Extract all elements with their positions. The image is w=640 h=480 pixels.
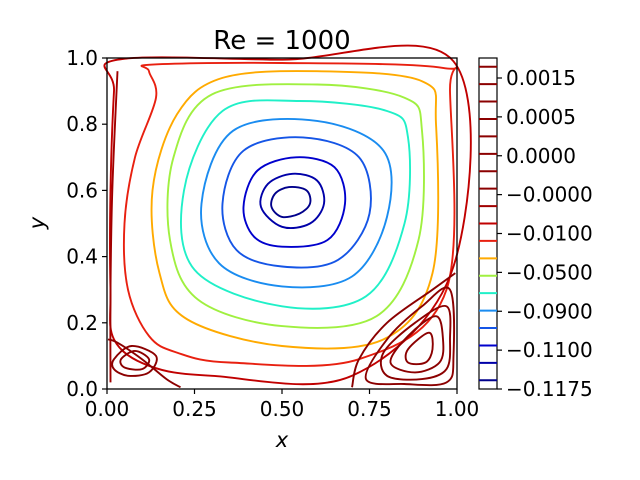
- contour-line-11: [107, 338, 181, 389]
- colorbar-tick-label: −0.1175: [506, 377, 593, 401]
- contour-line-2: [242, 156, 347, 248]
- colorbar-tick-label: −0.0900: [506, 299, 593, 323]
- x-axis-label: x: [275, 428, 289, 452]
- contour-line-5: [180, 99, 411, 310]
- contour-line-4: [200, 118, 393, 289]
- y-tick-label: 0.2: [66, 311, 98, 335]
- y-axis: 0.0 0.2 0.4 0.6 0.8 1.0: [66, 46, 107, 401]
- colorbar: 0.0015 0.0005 0.0000 −0.0000 −0.0100 −0.0500 −…: [478, 57, 593, 401]
- chart-title: Re = 1000: [213, 26, 350, 56]
- contour-line-16: [379, 304, 452, 381]
- contour-line-17: [389, 315, 445, 374]
- x-axis: 0.00 0.25 0.50 0.75 1.00: [85, 389, 480, 421]
- x-tick-label: 0.50: [260, 397, 305, 421]
- x-tick-label: 1.00: [435, 397, 480, 421]
- colorbar-tick-label: −0.0000: [506, 183, 593, 207]
- contour-line-18: [404, 331, 434, 366]
- y-tick-label: 0.6: [66, 178, 98, 202]
- contour-line-8: [123, 61, 459, 367]
- contour-line-12: [351, 272, 456, 388]
- colorbar-tick-label: −0.1100: [506, 338, 593, 362]
- x-tick-label: 0.25: [172, 397, 217, 421]
- colorbar-tick-label: −0.0500: [506, 260, 593, 284]
- colorbar-tick-label: 0.0000: [506, 144, 576, 168]
- colorbar-tick-label: 0.0005: [506, 105, 576, 129]
- y-tick-label: 0.8: [66, 112, 98, 136]
- contour-line-15: [364, 286, 455, 387]
- contour-line-0: [270, 186, 312, 219]
- y-tick-label: 1.0: [66, 46, 98, 70]
- contour-line-13: [111, 345, 158, 377]
- colorbar-tick-label: −0.0100: [506, 222, 593, 246]
- x-tick-label: 0.00: [85, 397, 130, 421]
- y-axis-label: y: [25, 216, 49, 230]
- contour-line-14: [119, 349, 151, 371]
- contour-line-1: [259, 172, 326, 229]
- y-tick-label: 0.4: [66, 245, 98, 269]
- contour-lines: [103, 44, 472, 389]
- colorbar-tick-label: 0.0015: [506, 66, 576, 90]
- contour-line-6: [166, 83, 425, 329]
- y-tick-label: 0.0: [66, 377, 98, 401]
- contour-line-3: [221, 136, 372, 269]
- x-tick-label: 0.75: [347, 397, 392, 421]
